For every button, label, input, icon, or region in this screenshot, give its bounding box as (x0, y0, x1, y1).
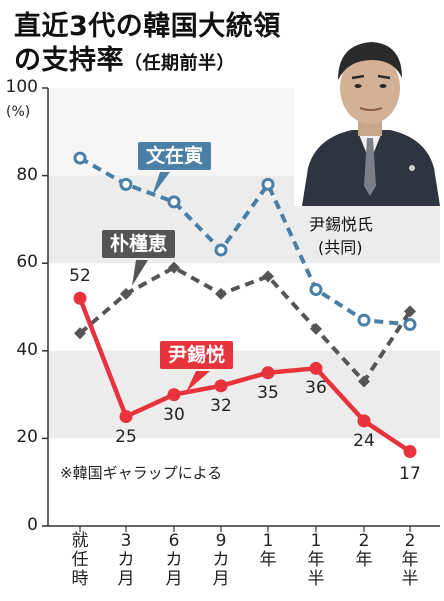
series-2-point-3 (214, 379, 228, 393)
data-label: 25 (115, 426, 137, 447)
series-2-point-0 (73, 291, 87, 305)
x-tick-label: 2年 (355, 531, 373, 570)
y-tick-label: 20 (16, 427, 38, 448)
photo-caption-credit: (共同) (318, 238, 363, 257)
series-label-moon: 文在寅 (138, 142, 212, 170)
y-tick-label: 60 (16, 252, 38, 273)
portrait-photo (294, 26, 440, 206)
series-2-point-5 (309, 361, 323, 375)
data-label: 17 (399, 463, 421, 484)
series-1-point-3 (215, 287, 227, 300)
series-1-point-0 (74, 327, 86, 340)
photo-caption-name: 尹錫悦氏 (309, 215, 374, 234)
series-0-point-5 (309, 282, 323, 296)
data-label: 30 (163, 404, 185, 425)
series-2-point-6 (357, 414, 371, 428)
y-axis-unit: (%) (6, 104, 31, 120)
series-1-point-4 (262, 270, 274, 283)
x-tick-label: 9カ月 (212, 531, 230, 589)
data-label: 32 (210, 395, 232, 416)
series-0-point-0 (73, 151, 87, 165)
series-1-point-6 (358, 375, 370, 388)
source-note: ※韓国ギャラップによる (60, 464, 223, 482)
series-2-point-7 (403, 445, 417, 459)
series-0-point-7 (403, 318, 417, 332)
chart-title-line-1: 直近3代の韓国大統領 (14, 11, 281, 42)
series-2-point-4 (261, 366, 275, 380)
data-label: 52 (69, 266, 91, 287)
data-label: 36 (305, 378, 327, 399)
x-tick-label: 1年半 (307, 531, 325, 589)
series-0-point-2 (167, 195, 181, 209)
data-label: 24 (353, 430, 375, 451)
series-label-park-pointer (132, 260, 148, 286)
y-tick-label: 40 (16, 339, 38, 360)
series-2-point-2 (167, 388, 181, 402)
series-1-point-7 (404, 305, 416, 318)
series-1-point-5 (310, 322, 322, 335)
data-label: 35 (257, 382, 279, 403)
x-tick-label: 就任時 (71, 531, 89, 589)
y-tick-label: 0 (27, 515, 38, 535)
series-line-2 (77, 297, 412, 454)
chart-title-line-2: の支持率（任期前半） (14, 38, 235, 77)
x-tick-label: 3カ月 (117, 531, 135, 589)
series-line-1 (78, 265, 412, 384)
series-1-point-1 (120, 287, 132, 300)
x-tick-label: 1年 (259, 531, 277, 570)
series-label-moon-pointer (152, 172, 170, 196)
x-tick-label: 6カ月 (165, 531, 183, 589)
chart-title-subtitle: （任期前半） (124, 53, 235, 74)
chart-title-main: の支持率 (14, 45, 124, 76)
series-0-point-6 (357, 313, 371, 327)
series-0-point-1 (119, 177, 133, 191)
series-line-0 (79, 156, 411, 327)
series-1-point-2 (168, 261, 180, 274)
x-tick-label: 2年半 (401, 531, 419, 589)
y-tick-label: 100 (5, 77, 38, 97)
series-label-park: 朴槿恵 (102, 230, 176, 258)
series-0-point-3 (214, 243, 228, 257)
series-2-point-1 (119, 410, 133, 423)
series-label-yoon-pointer (186, 371, 210, 392)
series-0-point-4 (261, 177, 275, 191)
series-label-yoon: 尹錫悦 (160, 341, 234, 369)
y-tick-label: 80 (16, 164, 38, 185)
